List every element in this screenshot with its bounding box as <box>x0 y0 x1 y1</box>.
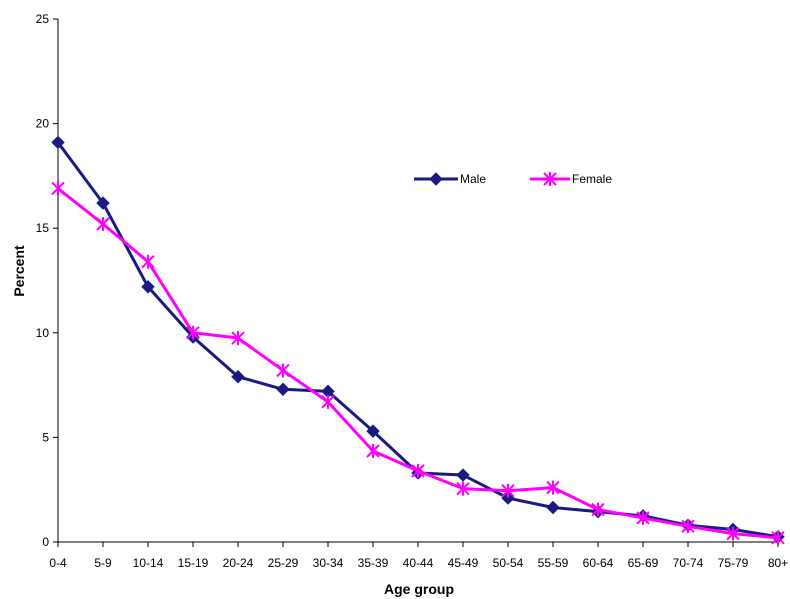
axes <box>57 19 778 543</box>
legend: Male Female <box>414 172 612 186</box>
y-tick-label: 15 <box>36 221 50 235</box>
x-tick-label: 65-69 <box>628 556 659 570</box>
data-point-female <box>771 530 785 545</box>
x-tick-label: 55-59 <box>538 556 569 570</box>
data-point-female <box>276 363 290 378</box>
data-point-male <box>456 468 470 482</box>
legend-label: Male <box>460 172 486 186</box>
data-point-female <box>366 443 380 458</box>
data-point-female <box>546 480 560 495</box>
y-ticks: 0 5 10 15 20 25 <box>36 12 58 549</box>
data-point-female <box>231 331 245 346</box>
y-tick-label: 10 <box>36 326 50 340</box>
data-point-female <box>411 463 425 478</box>
x-tick-label: 30-34 <box>313 556 344 570</box>
y-tick-label: 5 <box>42 430 49 444</box>
y-tick-label: 0 <box>42 535 49 549</box>
data-point-female <box>141 254 155 269</box>
x-tick-label: 10-14 <box>133 556 164 570</box>
x-axis-title: Age group <box>384 581 454 597</box>
data-point-female <box>726 526 740 541</box>
data-point-female <box>51 181 65 196</box>
data-point-female <box>456 481 470 496</box>
legend-marker <box>429 172 443 186</box>
x-tick-label: 75-79 <box>718 556 749 570</box>
data-point-female <box>636 510 650 525</box>
y-tick-label: 25 <box>36 12 50 26</box>
series-male <box>51 135 785 544</box>
data-point-female <box>501 483 515 498</box>
x-ticks: 0-4 5-9 10-14 15-19 20-24 25-29 30-34 35-39 40-4… <box>49 542 788 570</box>
data-point-male <box>141 280 155 294</box>
data-point-male <box>276 382 290 396</box>
x-tick-label: 50-54 <box>493 556 524 570</box>
y-axis-title: Percent <box>11 245 27 297</box>
legend-label: Female <box>572 172 612 186</box>
data-point-female <box>321 394 335 409</box>
x-tick-label: 20-24 <box>223 556 254 570</box>
data-point-male <box>96 196 110 210</box>
legend-item-female: Female <box>530 172 612 186</box>
legend-item-male: Male <box>414 172 486 186</box>
series-female <box>51 181 785 545</box>
data-point-female <box>96 217 110 232</box>
series-line-female <box>57 187 779 540</box>
x-tick-label: 0-4 <box>49 556 67 570</box>
series-layer <box>51 135 785 545</box>
data-point-male <box>51 135 65 150</box>
data-point-male <box>546 500 560 515</box>
data-point-female <box>681 519 695 534</box>
x-tick-label: 60-64 <box>583 556 614 570</box>
x-tick-label: 15-19 <box>178 556 209 570</box>
x-tick-label: 70-74 <box>673 556 704 570</box>
x-tick-label: 40-44 <box>403 556 434 570</box>
x-tick-label: 5-9 <box>94 556 112 570</box>
y-tick-label: 20 <box>36 117 50 131</box>
data-point-male <box>366 424 380 438</box>
data-point-male <box>231 370 245 384</box>
data-point-female <box>186 325 200 340</box>
legend-marker <box>543 172 557 186</box>
x-tick-label: 25-29 <box>268 556 299 570</box>
data-point-female <box>591 502 605 517</box>
x-tick-label: 45-49 <box>448 556 479 570</box>
x-tick-label: 80+ <box>768 556 788 570</box>
x-tick-label: 35-39 <box>358 556 389 570</box>
